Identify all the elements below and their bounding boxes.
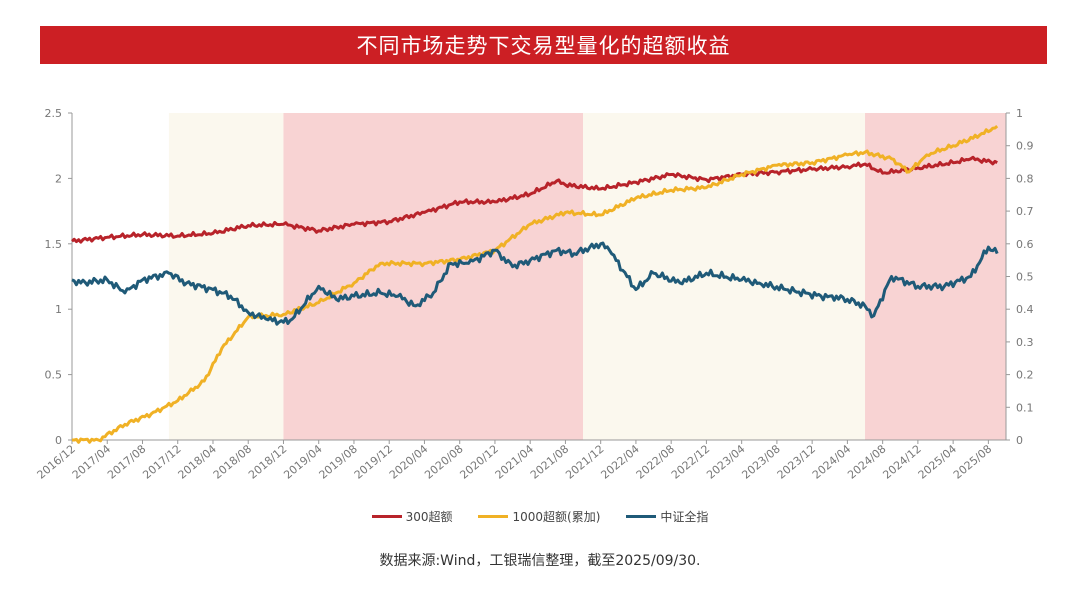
x-tick-label: 2016/12: [35, 442, 78, 481]
legend-swatch-1000: [478, 515, 509, 518]
shaded-region-3: [865, 113, 1006, 440]
x-tick-label: 2023/04: [704, 442, 747, 481]
left-tick-label: 1: [55, 303, 62, 316]
legend-item-1000: 1000超额(累加): [478, 508, 600, 525]
series-line-1: [72, 124, 999, 444]
right-tick-label: 0.5: [1016, 271, 1034, 284]
right-tick-label: 0.2: [1016, 369, 1034, 382]
shaded-region-0: [168, 113, 284, 440]
x-tick-label: 2017/08: [105, 442, 148, 481]
x-tick-label: 2025/04: [916, 442, 959, 481]
legend-label-csi-all: 中证全指: [660, 510, 709, 524]
right-tick-label: 0.9: [1016, 140, 1034, 153]
legend-label-300: 300超额: [405, 510, 453, 524]
x-tick-label: 2020/04: [387, 442, 430, 481]
source-note: 数据来源:Wind，工银瑞信整理，截至2025/09/30.: [379, 553, 701, 569]
right-tick-label: 0.1: [1016, 401, 1034, 414]
x-tick-label: 2018/12: [246, 442, 289, 481]
right-tick-label: 0: [1016, 434, 1023, 447]
left-tick-label: 0.5: [45, 369, 63, 382]
shaded-region-1: [283, 113, 584, 440]
x-tick-label: 2022/08: [634, 442, 677, 481]
legend-swatch-300: [371, 515, 402, 518]
x-tick-label: 2017/12: [140, 442, 183, 481]
x-tick-label: 2019/08: [317, 442, 360, 481]
x-tick-label: 2019/12: [352, 442, 395, 481]
legend-label-1000: 1000超额(累加): [512, 510, 601, 524]
chart-title: 不同市场走势下交易型量化的超额收益: [356, 34, 731, 58]
series-line-0: [71, 155, 998, 244]
right-tick-label: 0.3: [1016, 336, 1034, 349]
x-tick-label: 2021/08: [528, 442, 571, 481]
x-tick-label: 2023/12: [775, 442, 818, 481]
legend-swatch-csi-all: [626, 515, 657, 518]
x-tick-label: 2021/12: [563, 442, 606, 481]
x-tick-label: 2022/12: [669, 442, 712, 481]
x-tick-label: 2024/04: [810, 442, 853, 481]
right-tick-label: 0.4: [1016, 303, 1034, 316]
right-tick-label: 0.7: [1016, 205, 1034, 218]
x-tick-label: 2019/04: [281, 442, 324, 481]
chart-title-banner: 不同市场走势下交易型量化的超额收益: [40, 26, 1047, 64]
x-tick-label: 2020/12: [458, 442, 501, 481]
x-tick-label: 2025/08: [951, 442, 994, 481]
right-tick-label: 0.8: [1016, 172, 1034, 185]
left-tick-label: 2: [55, 172, 62, 185]
left-tick-label: 0: [55, 434, 62, 447]
right-tick-label: 1: [1016, 107, 1023, 120]
x-tick-label: 2024/12: [880, 442, 923, 481]
x-tick-label: 2021/04: [493, 442, 536, 481]
series-line-2: [71, 241, 999, 326]
x-tick-label: 2020/08: [422, 442, 465, 481]
x-tick-label: 2018/08: [211, 442, 254, 481]
left-tick-label: 2.5: [45, 107, 63, 120]
x-tick-label: 2017/04: [70, 442, 113, 481]
x-tick-label: 2024/08: [845, 442, 888, 481]
legend-item-csi-all: 中证全指: [626, 508, 708, 525]
legend-item-300: 300超额: [371, 508, 453, 525]
x-tick-label: 2023/08: [739, 442, 782, 481]
x-tick-label: 2022/04: [598, 442, 641, 481]
legend: 300超额 1000超额(累加) 中证全指: [0, 508, 1080, 525]
x-tick-label: 2018/04: [176, 442, 219, 481]
right-tick-label: 0.6: [1016, 238, 1034, 251]
left-tick-label: 1.5: [45, 238, 63, 251]
